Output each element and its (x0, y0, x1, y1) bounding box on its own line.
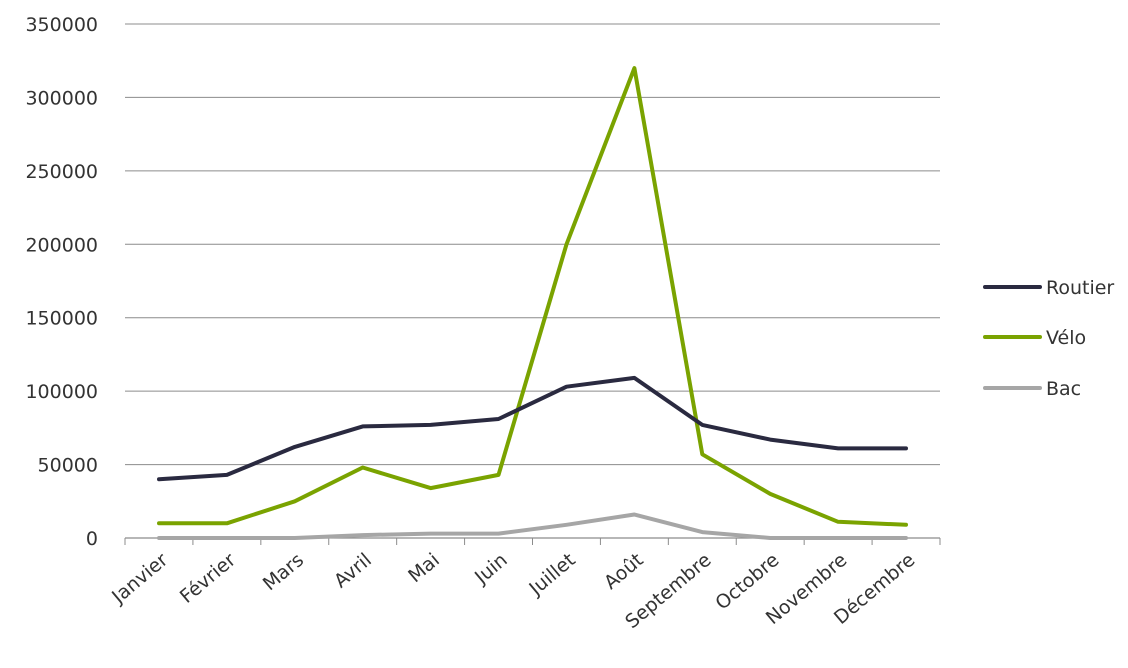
y-tick-label: 100000 (25, 381, 98, 403)
y-tick-label: 300000 (25, 87, 98, 109)
x-axis-tick-labels: Janvier Février Mars Avril Mai Juin Juillet Aoû… (107, 549, 919, 633)
y-tick-label: 200000 (25, 234, 98, 256)
legend-label-velo: Vélo (1046, 327, 1086, 349)
x-tick-label: Février (176, 549, 240, 608)
x-tick-label: Juillet (524, 549, 579, 600)
x-tick-label: Mars (259, 549, 308, 595)
x-tick-label: Août (600, 549, 648, 594)
series-line-velo (157, 66, 908, 527)
x-tick-label: Avril (330, 549, 376, 593)
y-tick-label: 350000 (25, 14, 98, 36)
y-axis-tick-labels: 0 50000 100000 150000 200000 250000 300000 3500… (25, 14, 98, 550)
x-tick-label: Mai (404, 549, 444, 587)
y-tick-label: 0 (86, 528, 98, 550)
gridlines (125, 23, 940, 466)
legend-label-bac: Bac (1046, 378, 1081, 400)
y-tick-label: 150000 (25, 308, 98, 330)
legend-label-routier: Routier (1046, 277, 1114, 299)
series-line-bac (157, 512, 908, 540)
y-tick-label: 250000 (25, 161, 98, 183)
x-tick-label: Juin (470, 549, 512, 589)
x-tick-label: Janvier (107, 549, 172, 609)
legend: Routier Vélo Bac (983, 277, 1114, 400)
series-lines (157, 66, 908, 540)
series-line-routier (157, 375, 908, 482)
y-tick-label: 50000 (38, 455, 98, 477)
